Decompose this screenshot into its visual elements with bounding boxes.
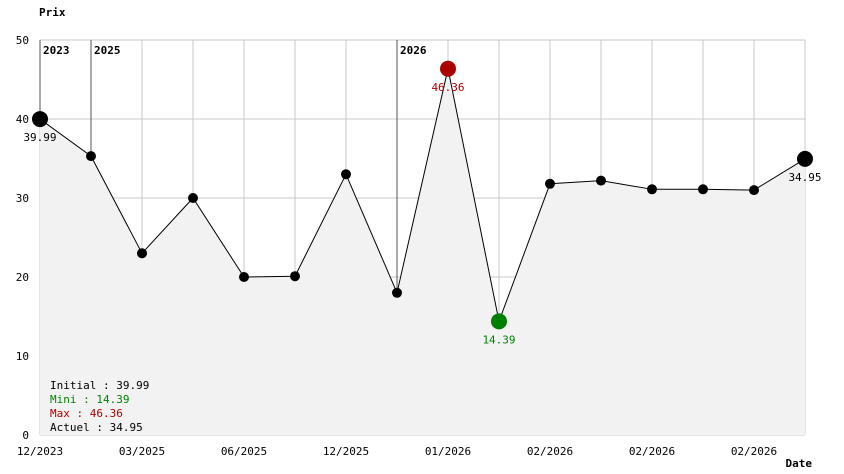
data-label: 46.36 bbox=[431, 81, 464, 94]
y-tick-label: 30 bbox=[16, 192, 29, 205]
data-point bbox=[596, 175, 606, 186]
data-point bbox=[290, 271, 300, 282]
data-point bbox=[188, 193, 198, 203]
y-tick-label: 20 bbox=[16, 271, 29, 284]
year-marker-lines: 2023 2025 2026 bbox=[39, 40, 427, 293]
data-point bbox=[392, 287, 402, 298]
year-marker-label: 2026 bbox=[400, 44, 427, 57]
x-tick-label: 12/2023 bbox=[17, 445, 63, 458]
data-label: 14.39 bbox=[482, 333, 515, 346]
data-point bbox=[647, 184, 657, 195]
data-point bbox=[797, 150, 813, 167]
price-area-fill bbox=[40, 68, 805, 436]
data-point bbox=[137, 248, 147, 259]
x-axis-title: Date bbox=[786, 457, 813, 470]
data-label: 34.95 bbox=[788, 171, 821, 184]
data-point bbox=[341, 169, 351, 180]
x-tick-label: 02/2026 bbox=[527, 445, 573, 458]
x-tick-label: 12/2025 bbox=[323, 445, 369, 458]
data-label: 39.99 bbox=[23, 131, 56, 144]
stats-line: Initial : 39.99 bbox=[50, 379, 149, 392]
y-axis-title: Prix bbox=[39, 6, 66, 19]
stats-line: Actuel : 34.95 bbox=[50, 421, 143, 434]
y-tick-label: 0 bbox=[22, 429, 29, 442]
data-point bbox=[239, 272, 249, 282]
y-tick-label: 50 bbox=[16, 34, 29, 47]
data-labels: 39.99 46.36 14.39 34.95 bbox=[23, 81, 821, 347]
data-point bbox=[86, 151, 96, 162]
year-marker-label: 2023 bbox=[43, 44, 70, 57]
x-tick-label: 01/2026 bbox=[425, 445, 471, 458]
x-axis-ticks: 12/2023 03/2025 06/2025 12/2025 01/2026 02/20… bbox=[17, 445, 777, 458]
data-point bbox=[545, 178, 555, 189]
x-tick-label: 06/2025 bbox=[221, 445, 267, 458]
data-point bbox=[749, 185, 759, 196]
x-tick-label: 03/2025 bbox=[119, 445, 165, 458]
data-points bbox=[32, 60, 813, 330]
data-point bbox=[32, 111, 48, 128]
stats-line: Max : 46.36 bbox=[50, 407, 123, 420]
x-tick-label: 02/2026 bbox=[731, 445, 777, 458]
data-point bbox=[698, 184, 708, 195]
y-axis-ticks: 0 10 20 30 40 50 bbox=[16, 34, 29, 442]
data-point bbox=[491, 313, 507, 330]
stats-line: Mini : 14.39 bbox=[50, 393, 129, 406]
y-tick-label: 40 bbox=[16, 113, 29, 126]
price-line bbox=[39, 68, 806, 324]
x-tick-label: 02/2026 bbox=[629, 445, 675, 458]
y-tick-label: 10 bbox=[16, 350, 29, 363]
year-marker-label: 2025 bbox=[94, 44, 121, 57]
data-point bbox=[440, 60, 456, 77]
